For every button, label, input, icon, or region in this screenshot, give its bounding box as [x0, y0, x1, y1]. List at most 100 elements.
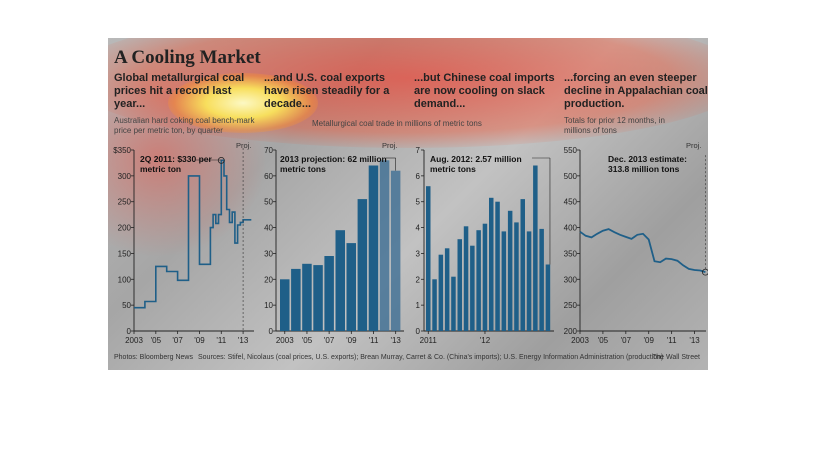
export-bar-2009 — [346, 243, 356, 331]
y-tick-label-0-3: 200 — [118, 224, 132, 233]
y-tick-label-0-1: 300 — [118, 172, 132, 181]
subtitle-production: Totals for prior 12 months, in millions … — [564, 116, 665, 135]
y-tick-label-0-6: 50 — [122, 301, 131, 310]
y-tick-label-1-3: 40 — [264, 224, 273, 233]
x-tick-label-1-2: '07 — [324, 336, 335, 345]
y-tick-label-2-3: 4 — [416, 224, 421, 233]
y-tick-label-2-7: 0 — [416, 327, 421, 336]
export-bar-2013 — [390, 170, 401, 331]
x-tick-label-1-5: '13 — [390, 336, 401, 345]
export-bar-2011 — [368, 165, 379, 331]
headline-china-imports: ...but Chinese coal imports are now cool… — [414, 72, 555, 110]
y-tick-label-2-0: 7 — [416, 146, 421, 155]
china-bar-12 — [501, 231, 507, 331]
y-tick-label-2-5: 2 — [416, 275, 421, 284]
subtitle-trade: Metallurgical coal trade in millions of … — [312, 119, 482, 128]
y-tick-label-3-7: 200 — [564, 327, 578, 336]
headline-exports: ...and U.S. coal exports have risen stea… — [264, 72, 390, 110]
y-tick-label-1-2: 50 — [264, 198, 273, 207]
graphic-title: A Cooling Market — [114, 47, 261, 68]
y-tick-label-2-2: 5 — [416, 198, 421, 207]
x-tick-label-0-3: '09 — [194, 336, 205, 345]
y-tick-label-3-6: 250 — [564, 301, 578, 310]
x-tick-label-0-5: '13 — [238, 336, 249, 345]
y-tick-label-3-2: 450 — [564, 198, 578, 207]
y-tick-label-2-6: 1 — [416, 301, 421, 310]
x-tick-label-0-4: '11 — [216, 336, 226, 345]
footer-sources: Sources: Stifel, Nicolaus (coal prices, … — [198, 354, 664, 361]
price-line — [134, 159, 252, 309]
y-tick-label-0-4: 150 — [118, 249, 132, 258]
china-bar-1 — [432, 279, 437, 331]
y-tick-label-2-1: 6 — [416, 172, 421, 181]
x-tick-label-1-4: '11 — [369, 336, 379, 345]
coal-market-graphic: $350 300 250 200 150 100 50 0 2003'05'07'09'11'1… — [108, 38, 708, 370]
y-tick-label-0-0: $350 — [113, 146, 131, 155]
x-tick-label-2-0: 2011 — [420, 336, 438, 345]
annotation-china-aug: Aug. 2012: 2.57 million metric tons — [430, 154, 522, 174]
headline-appalachia: ...forcing an even steeper decline in Ap… — [564, 72, 708, 110]
export-bar-2006 — [313, 265, 323, 331]
china-bar-4 — [451, 276, 456, 331]
x-tick-label-3-2: '07 — [621, 336, 632, 345]
x-tick-label-3-3: '09 — [644, 336, 655, 345]
annotation-price-peak: 2Q 2011: $330 per metric ton — [140, 154, 212, 174]
y-tick-label-1-5: 20 — [264, 275, 273, 284]
charts-svg: $3503002502001501005002003'05'07'09'11'1… — [113, 146, 708, 345]
price-peak-marker — [217, 156, 225, 164]
y-tick-label-3-3: 400 — [564, 224, 578, 233]
china-bar-2 — [438, 254, 444, 331]
proj-label-prices: Proj. — [236, 141, 252, 150]
china-bar-7 — [470, 245, 475, 331]
china-bar-13 — [507, 210, 513, 331]
y-tick-label-0-5: 100 — [118, 275, 132, 284]
x-tick-label-0-2: '07 — [172, 336, 183, 345]
x-tick-label-2-1: '12 — [480, 336, 491, 345]
export-bar-2007 — [324, 256, 334, 331]
x-tick-label-0-1: '05 — [151, 336, 162, 345]
china-bar-8 — [476, 230, 481, 331]
y-tick-label-3-4: 350 — [564, 249, 578, 258]
headline-prices: Global metallurgical coal prices hit a r… — [114, 72, 245, 110]
y-tick-label-1-4: 30 — [264, 249, 273, 258]
annotation-production-estimate: Dec. 2013 estimate: 313.8 million tons — [608, 154, 687, 174]
china-bar-10 — [489, 197, 494, 331]
china-bar-14 — [514, 222, 519, 331]
x-tick-label-0-0: 2003 — [125, 336, 143, 345]
annotation-exports-projection: 2013 projection: 62 million metric tons — [280, 154, 387, 174]
y-tick-label-0-2: 250 — [118, 198, 132, 207]
footer-credit: The Wall Street — [652, 354, 700, 361]
china-bar-6 — [463, 226, 469, 331]
export-bar-2003 — [280, 279, 290, 331]
subtitle-prices: Australian hard coking coal bench-mark p… — [114, 116, 255, 135]
export-bar-2010 — [357, 199, 368, 331]
china-bar-16 — [526, 231, 532, 331]
export-bar-2008 — [335, 230, 345, 331]
china-bar-15 — [520, 199, 525, 331]
y-tick-label-1-6: 10 — [264, 301, 273, 310]
china-bar-5 — [457, 239, 462, 331]
china-bar-18 — [539, 228, 544, 331]
proj-label-production: Proj. — [686, 141, 702, 150]
export-bar-2005 — [302, 263, 312, 331]
x-tick-label-3-4: '11 — [667, 336, 677, 345]
footer-photos: Photos: Bloomberg News — [114, 354, 193, 361]
y-tick-label-1-1: 60 — [264, 172, 273, 181]
china-bar-19 — [545, 264, 551, 331]
proj-label-exports: Proj. — [382, 141, 398, 150]
y-tick-label-3-1: 500 — [564, 172, 578, 181]
x-tick-label-1-3: '09 — [346, 336, 357, 345]
x-tick-label-3-5: '13 — [689, 336, 700, 345]
y-tick-label-1-0: 70 — [264, 146, 273, 155]
china-bar-0 — [426, 186, 431, 331]
y-tick-label-3-5: 300 — [564, 275, 578, 284]
y-tick-label-2-4: 3 — [416, 249, 421, 258]
export-bar-2012 — [379, 160, 390, 331]
x-tick-label-3-0: 2003 — [571, 336, 589, 345]
china-bar-11 — [495, 201, 500, 331]
china-bar-9 — [482, 223, 488, 331]
x-tick-label-3-1: '05 — [598, 336, 609, 345]
y-tick-label-3-0: 550 — [564, 146, 578, 155]
china-bar-17 — [533, 165, 538, 331]
production-line — [579, 228, 706, 273]
